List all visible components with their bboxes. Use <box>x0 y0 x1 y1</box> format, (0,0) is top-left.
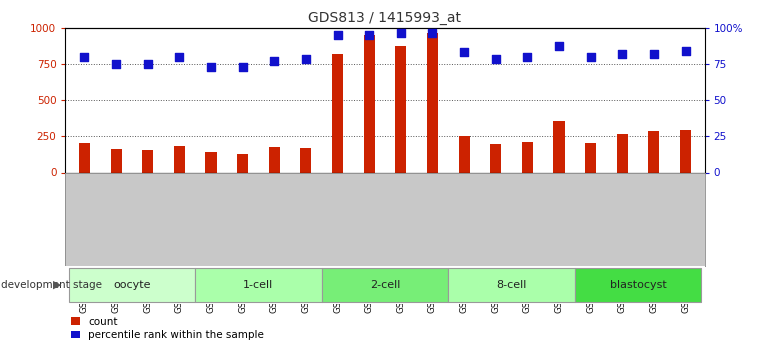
Text: 1-cell: 1-cell <box>243 280 273 289</box>
Point <box>616 51 628 57</box>
Bar <box>490 144 501 172</box>
Bar <box>648 131 659 172</box>
Bar <box>237 155 248 172</box>
Point <box>142 61 154 67</box>
Bar <box>522 142 533 172</box>
Point <box>110 61 122 67</box>
Point <box>679 48 691 53</box>
Text: 8-cell: 8-cell <box>497 280 527 289</box>
Point <box>205 64 217 69</box>
Point <box>331 32 343 38</box>
Text: blastocyst: blastocyst <box>610 280 667 289</box>
Point <box>79 54 91 59</box>
Title: GDS813 / 1415993_at: GDS813 / 1415993_at <box>309 11 461 25</box>
Bar <box>459 136 470 172</box>
Bar <box>332 54 343 172</box>
Bar <box>585 143 596 172</box>
Text: 2-cell: 2-cell <box>370 280 400 289</box>
Legend: count, percentile rank within the sample: count, percentile rank within the sample <box>71 317 264 340</box>
Point <box>458 49 470 55</box>
Point <box>553 44 565 49</box>
Point <box>490 57 502 62</box>
Bar <box>363 35 375 172</box>
Bar <box>427 33 438 172</box>
Bar <box>79 143 90 172</box>
Bar <box>269 147 280 172</box>
Bar <box>206 152 216 172</box>
Point <box>236 64 249 69</box>
Bar <box>554 121 564 172</box>
Bar <box>195 268 322 302</box>
Point <box>395 31 407 36</box>
Text: development stage: development stage <box>1 280 102 289</box>
Point <box>521 54 534 59</box>
Text: oocyte: oocyte <box>113 280 151 289</box>
Bar <box>617 134 628 172</box>
Text: ▶: ▶ <box>53 280 62 289</box>
Point <box>300 57 312 62</box>
Bar <box>142 150 153 172</box>
Bar <box>395 47 407 172</box>
Bar <box>575 268 701 302</box>
Point <box>648 51 660 57</box>
Bar <box>322 268 448 302</box>
Point <box>584 54 597 59</box>
Point <box>173 54 186 59</box>
Bar <box>300 148 311 172</box>
Bar <box>680 130 691 172</box>
Bar <box>448 268 575 302</box>
Bar <box>174 146 185 172</box>
Point <box>363 32 375 38</box>
Point <box>427 31 439 36</box>
Bar <box>69 268 195 302</box>
Point <box>268 58 280 64</box>
Bar <box>111 149 122 172</box>
